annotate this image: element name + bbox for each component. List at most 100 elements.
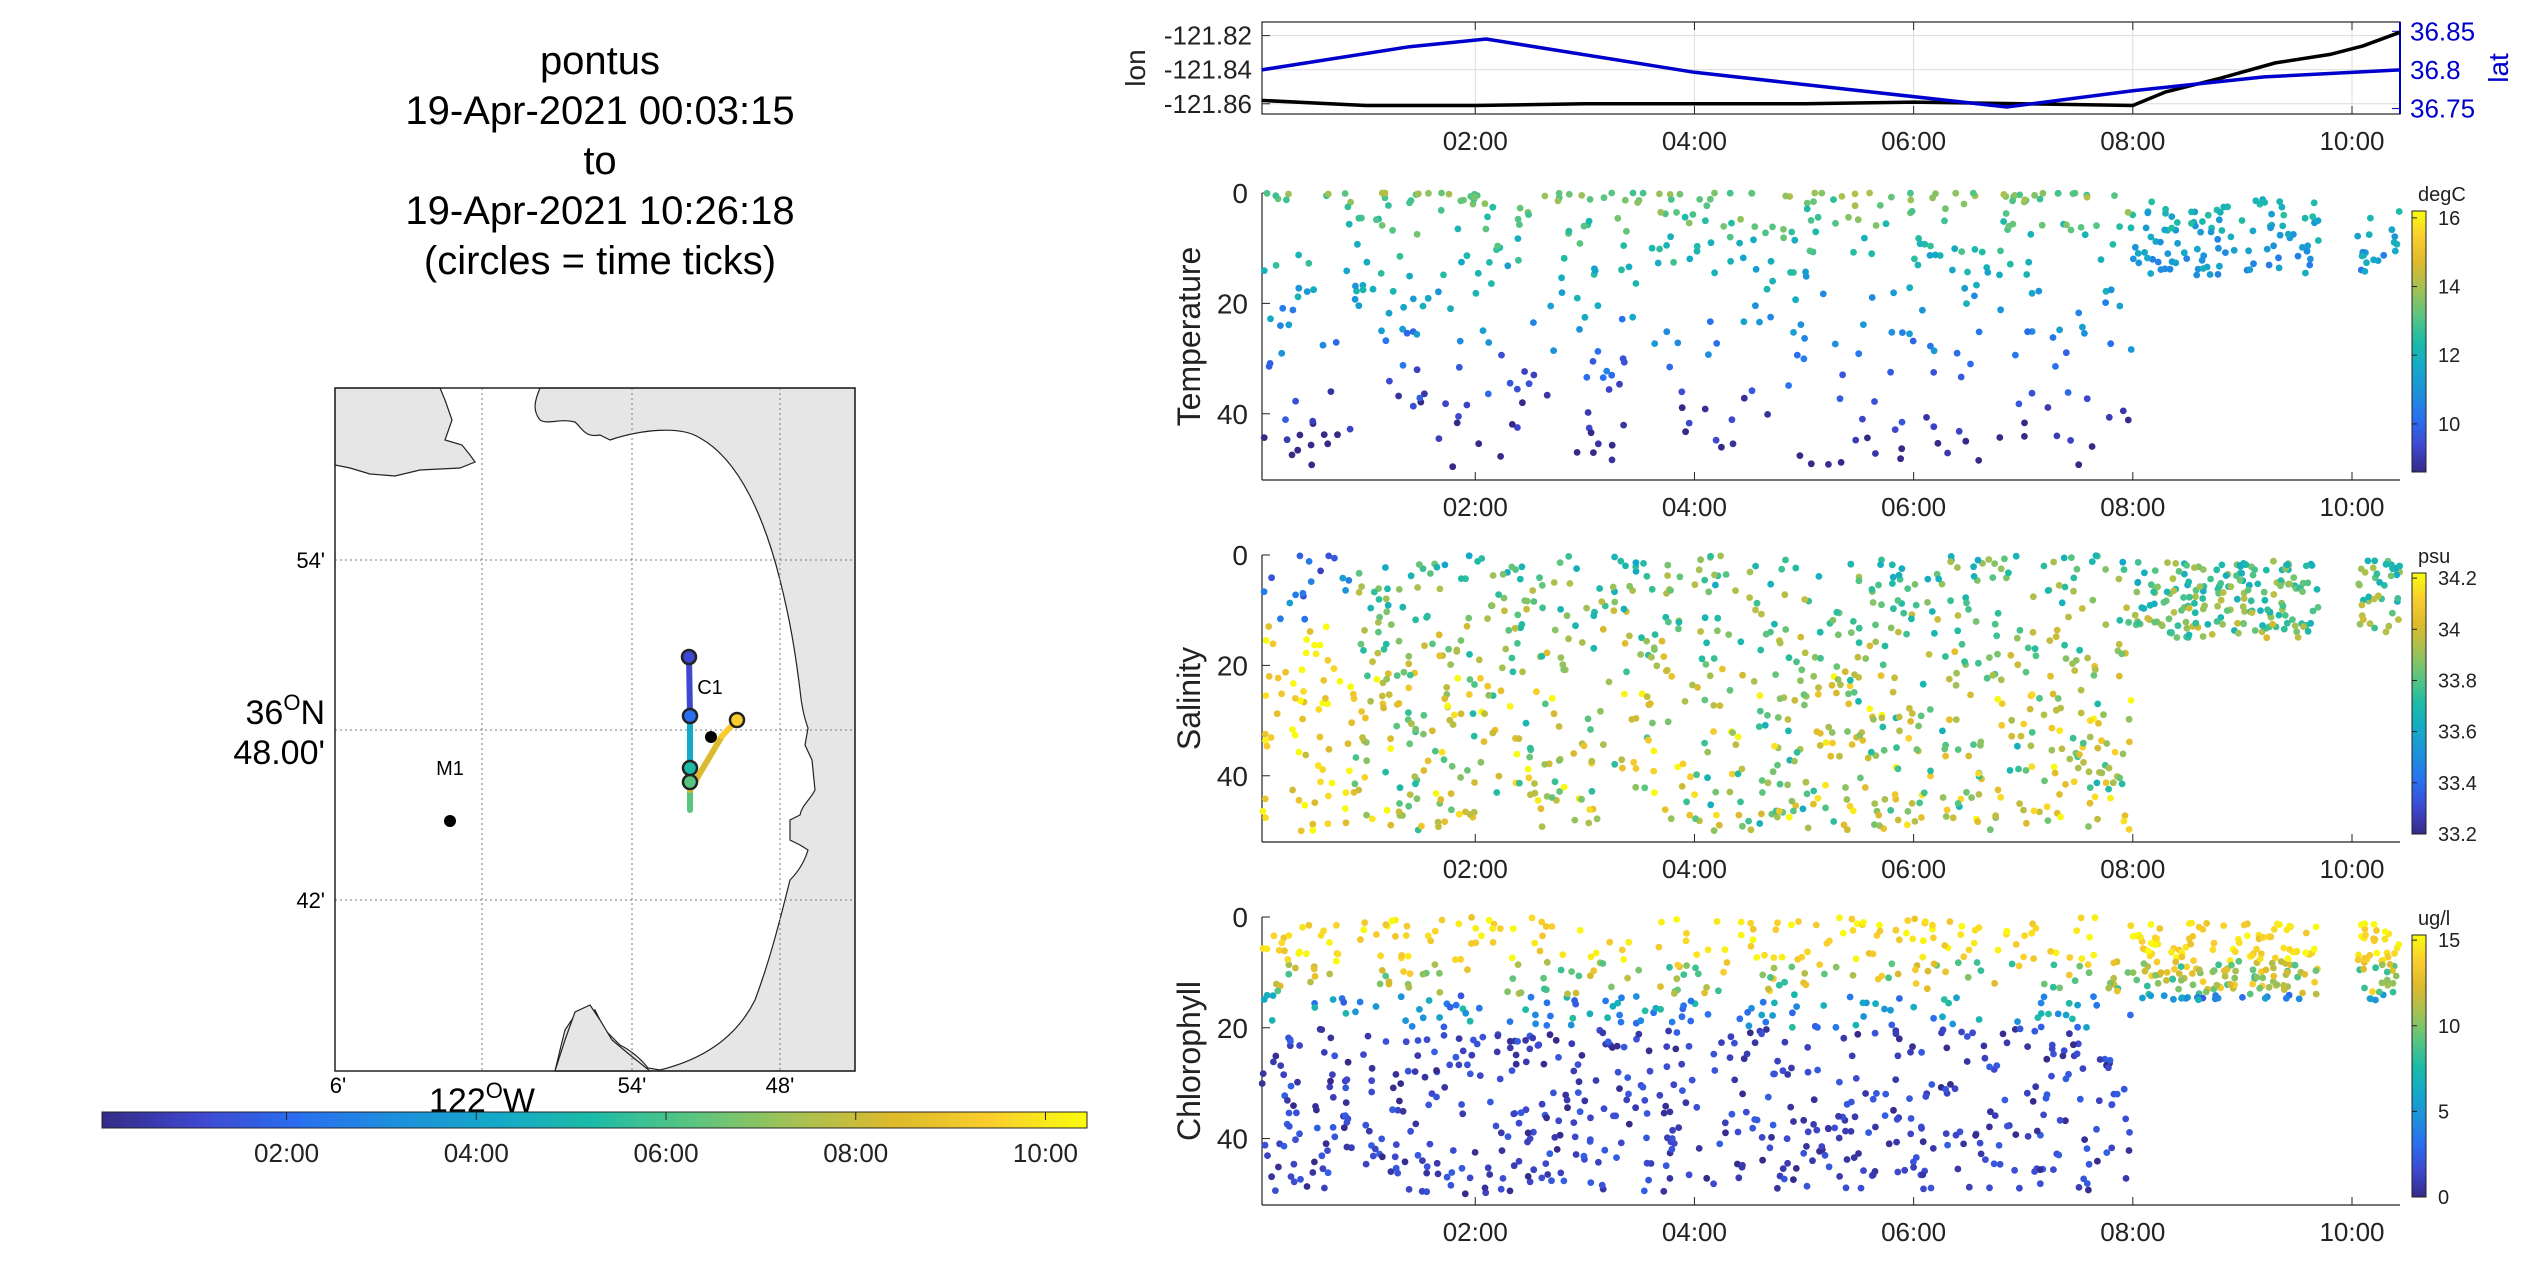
salinity-point	[1396, 800, 1403, 807]
salinity-point	[1856, 732, 1864, 739]
salinity-point	[2026, 705, 2034, 713]
temperature-point	[2028, 289, 2036, 297]
salinity-point	[2371, 557, 2379, 565]
salinity-point	[1849, 807, 1857, 815]
chlorophyll-point	[2262, 966, 2270, 974]
chlorophyll-point	[2036, 1180, 2044, 1188]
chlorophyll-point	[1494, 1032, 1502, 1040]
salinity-point	[1420, 730, 1427, 738]
chlorophyll-point	[1575, 972, 1583, 980]
chlorophyll-point	[2144, 947, 2152, 955]
salinity-point	[1887, 806, 1895, 814]
salinity-point	[1678, 783, 1686, 790]
temperature-point	[1803, 205, 1811, 213]
salinity-point	[1847, 560, 1855, 568]
time-colorbar-tick-label: 10:00	[1013, 1138, 1078, 1168]
chlorophyll-point	[2187, 940, 2195, 948]
salinity-point	[1451, 711, 1458, 719]
salinity-point	[2022, 767, 2030, 774]
chlorophyll-point	[1452, 1053, 1460, 1061]
chlorophyll-point	[2371, 936, 2379, 943]
chlorophyll-point	[1455, 1035, 1463, 1042]
salinity-point	[1689, 681, 1696, 689]
chlorophyll-point	[2389, 988, 2397, 996]
salinity-point	[1924, 599, 1931, 606]
chlorophyll-point	[1407, 1127, 1414, 1135]
chlorophyll-point	[2093, 1001, 2101, 1009]
chlorophyll-point	[1526, 1178, 1534, 1186]
chlorophyll-point	[1331, 1133, 1339, 1141]
salinity-point	[1753, 599, 1761, 607]
chlorophyll-point	[1801, 970, 1809, 977]
temperature-point	[2164, 250, 2172, 257]
chlorophyll-point	[1539, 932, 1546, 940]
chlorophyll-point	[1419, 1014, 1427, 1022]
salinity-colorbar-tick-label: 33.6	[2438, 722, 2477, 744]
chlorophyll-point	[2273, 981, 2281, 989]
station-c1-label: C1	[697, 677, 723, 699]
temperature-point	[1919, 306, 1926, 314]
chlorophyll-point	[1668, 1145, 1676, 1153]
salinity-point	[1705, 588, 1713, 596]
chlorophyll-point	[1662, 1102, 1670, 1110]
chlorophyll-point	[1946, 918, 1954, 926]
chlorophyll-point	[2085, 969, 2093, 977]
salinity-point	[2055, 582, 2063, 589]
chlorophyll-point	[1774, 919, 1781, 927]
salinity-point	[1538, 823, 1546, 830]
temperature-point	[1620, 242, 1628, 250]
chlorophyll-point	[1329, 1094, 1337, 1101]
temperature-point	[1868, 294, 1876, 301]
chlorophyll-point	[2105, 984, 2113, 992]
map-land-nw	[334, 387, 476, 477]
temperature-point	[1955, 427, 1963, 435]
chlorophyll-point	[1324, 1147, 1331, 1154]
salinity-point	[1297, 697, 1304, 705]
salinity-point	[2183, 562, 2191, 569]
chlorophyll-point	[1788, 1023, 1796, 1031]
chlorophyll-point	[2012, 941, 2020, 948]
salinity-point	[2240, 620, 2247, 627]
salinity-point	[2261, 596, 2269, 604]
salinity-point	[1816, 742, 1824, 749]
temperature-point	[1378, 327, 1385, 335]
salinity-point	[1878, 714, 1886, 722]
temperature-point	[1685, 219, 1693, 227]
temperature-point	[1413, 230, 1421, 238]
temperature-point	[2198, 256, 2206, 264]
salinity-point	[1788, 797, 1796, 805]
salinity-point	[1722, 571, 1730, 578]
chlorophyll-point	[1327, 1034, 1335, 1042]
temperature-point	[2199, 265, 2207, 272]
temperature-point	[2301, 214, 2309, 222]
chlorophyll-point	[1371, 1145, 1379, 1153]
salinity-point	[2294, 634, 2302, 641]
chlorophyll-point	[1848, 915, 1856, 923]
chlorophyll-point	[1287, 1173, 1295, 1180]
temperature-point	[1472, 289, 1480, 297]
salinity-point	[2053, 626, 2061, 634]
temperature-point	[2148, 198, 2156, 206]
chlorophyll-point	[1326, 939, 1333, 946]
chlorophyll-point	[1587, 1179, 1595, 1186]
temperature-point	[2395, 208, 2403, 215]
salinity-point	[1539, 604, 1546, 612]
chlorophyll-point	[2020, 953, 2027, 961]
chlorophyll-point	[1542, 923, 1550, 930]
salinity-point	[1810, 672, 1818, 680]
salinity-point	[1676, 573, 1684, 581]
chlorophyll-point	[1496, 1075, 1504, 1083]
chlorophyll-point	[2014, 1018, 2021, 1025]
chlorophyll-point	[1882, 1090, 1890, 1098]
temperature-point	[2294, 252, 2302, 260]
temperature-point	[2021, 433, 2028, 440]
chlorophyll-point	[1321, 1184, 1328, 1192]
salinity-point	[1291, 695, 1299, 702]
temperature-point	[2039, 189, 2047, 197]
salinity-point	[1555, 757, 1563, 764]
temperature-point	[1960, 200, 1968, 208]
lat-tick-label: 36.85	[2410, 16, 2475, 46]
temperature-point	[1416, 394, 1424, 402]
salinity-point	[2208, 631, 2216, 638]
temperature-point	[2279, 222, 2287, 230]
